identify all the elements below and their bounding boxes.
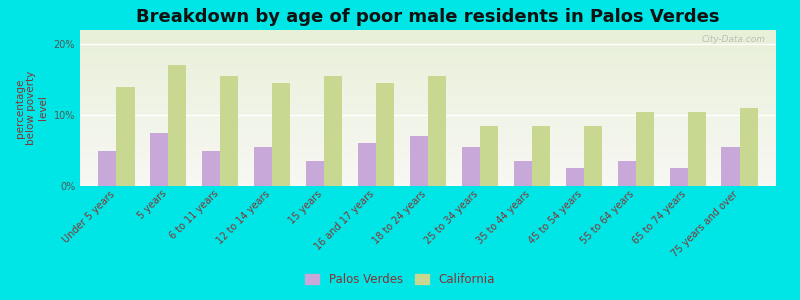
- Bar: [202, 151, 220, 186]
- Bar: [428, 76, 446, 186]
- Bar: [410, 136, 428, 186]
- Bar: [376, 83, 394, 186]
- Bar: [220, 76, 238, 186]
- Bar: [566, 168, 584, 186]
- Legend: Palos Verdes, California: Palos Verdes, California: [301, 269, 499, 291]
- Bar: [688, 112, 706, 186]
- Bar: [670, 168, 688, 186]
- Text: City-Data.com: City-Data.com: [702, 35, 766, 44]
- Bar: [462, 147, 480, 186]
- Bar: [150, 133, 168, 186]
- Bar: [740, 108, 758, 186]
- Bar: [358, 143, 376, 186]
- Bar: [636, 112, 654, 186]
- Bar: [514, 161, 532, 186]
- Bar: [584, 126, 602, 186]
- Bar: [306, 161, 324, 186]
- Bar: [116, 87, 134, 186]
- Bar: [532, 126, 550, 186]
- Bar: [722, 147, 740, 186]
- Bar: [168, 65, 186, 186]
- Bar: [480, 126, 498, 186]
- Bar: [618, 161, 636, 186]
- Bar: [254, 147, 272, 186]
- Bar: [98, 151, 116, 186]
- Bar: [272, 83, 290, 186]
- Y-axis label: percentage
below poverty
level: percentage below poverty level: [15, 71, 48, 145]
- Title: Breakdown by age of poor male residents in Palos Verdes: Breakdown by age of poor male residents …: [136, 8, 720, 26]
- Bar: [324, 76, 342, 186]
